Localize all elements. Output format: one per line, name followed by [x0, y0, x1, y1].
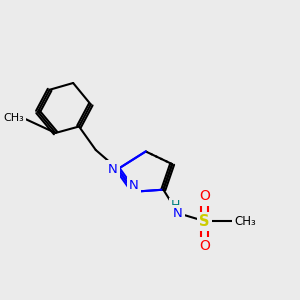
Text: H: H	[170, 199, 180, 212]
Text: CH₃: CH₃	[3, 113, 24, 123]
Text: CH₃: CH₃	[234, 214, 256, 228]
Text: N: N	[129, 179, 139, 192]
Text: S: S	[199, 214, 210, 229]
Text: O: O	[199, 189, 210, 203]
Text: N: N	[173, 207, 183, 220]
Text: N: N	[108, 163, 118, 176]
Text: O: O	[199, 239, 210, 254]
